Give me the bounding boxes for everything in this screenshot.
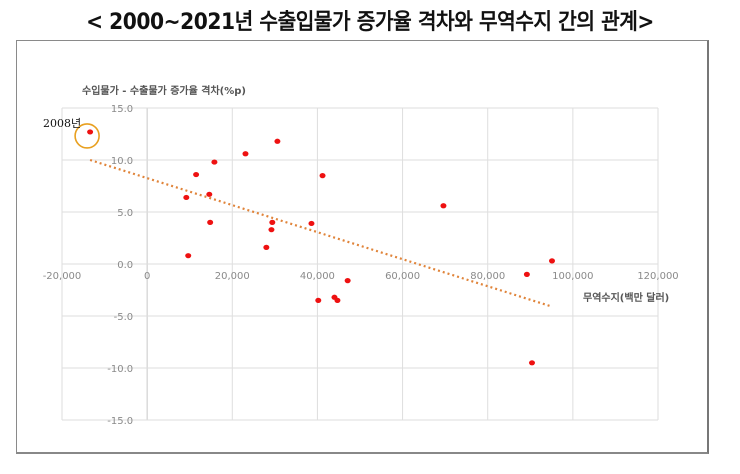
data-point — [193, 171, 200, 178]
y-axis-title: 수입물가 - 수출물가 증가율 격차(%p) — [82, 84, 246, 97]
data-point — [548, 258, 555, 264]
x-tick-label: 20,000 — [215, 271, 250, 282]
y-tick-label: 0.0 — [117, 260, 133, 271]
x-tick-label: 120,000 — [637, 271, 678, 282]
x-axis-tick-labels: -20,000 0 20,000 40,000 60,000 80,000 100,000 1… — [43, 271, 679, 282]
annotation-circle — [74, 123, 100, 149]
data-point — [528, 360, 535, 366]
data-point — [523, 271, 530, 277]
data-point — [334, 297, 341, 303]
x-tick-label: 0 — [144, 271, 150, 282]
y-tick-label: -5.0 — [114, 312, 134, 323]
y-tick-label: -15.0 — [107, 416, 133, 427]
x-axis-title: 무역수지(백만 달러) — [583, 291, 669, 304]
data-point — [185, 253, 192, 259]
y-tick-label: 15.0 — [111, 104, 133, 115]
y-tick-label: 5.0 — [117, 208, 133, 219]
data-point — [263, 244, 270, 250]
page-title: < 2000~2021년 수출입물가 증가율 격차와 무역수지 간의 관계> — [86, 10, 654, 35]
data-point — [274, 138, 281, 144]
data-point — [211, 159, 218, 165]
chart-gridlines — [61, 107, 659, 421]
data-point — [207, 219, 214, 225]
data-point — [315, 297, 322, 303]
data-point — [344, 278, 351, 284]
x-tick-label: 100,000 — [552, 271, 593, 282]
y-tick-label: -10.0 — [107, 364, 133, 375]
data-points — [87, 129, 555, 366]
data-point — [440, 203, 447, 209]
data-point — [269, 219, 276, 225]
data-point — [183, 194, 190, 201]
data-point — [206, 191, 213, 197]
x-tick-label: 80,000 — [470, 271, 505, 282]
data-point — [242, 151, 249, 157]
trendline — [89, 158, 553, 308]
data-point — [319, 173, 326, 179]
y-axis-tick-labels: 15.0 10.0 5.0 0.0 -5.0 -10.0 -15.0 — [107, 104, 133, 427]
x-tick-label: 60,000 — [385, 271, 420, 282]
annotation-label-2008: 2008년 — [43, 117, 81, 130]
x-tick-label: 40,000 — [300, 271, 335, 282]
x-tick-label: -20,000 — [43, 271, 82, 282]
data-point — [87, 129, 94, 135]
data-point — [308, 220, 315, 227]
data-point — [268, 227, 275, 233]
y-tick-label: 10.0 — [111, 156, 133, 167]
